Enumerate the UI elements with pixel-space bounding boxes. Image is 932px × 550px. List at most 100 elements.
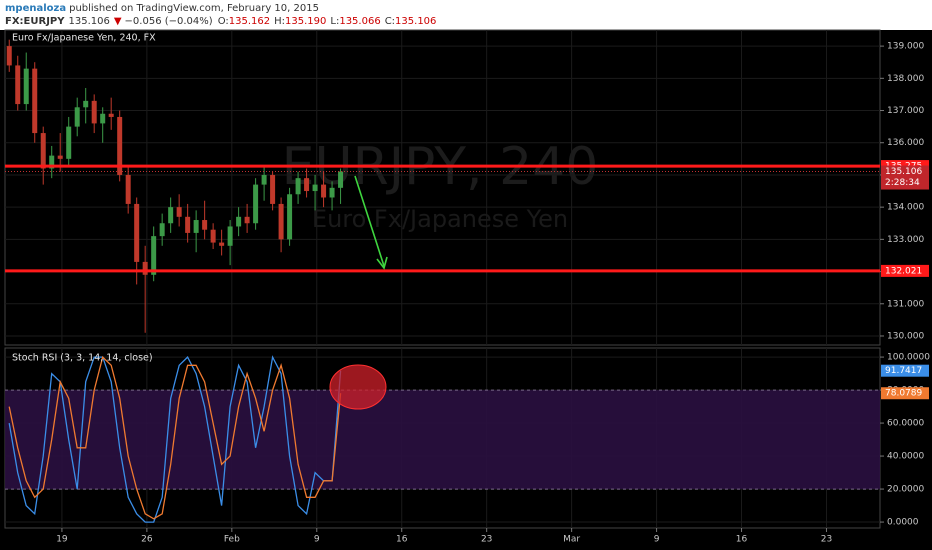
x-tick-label: 23 xyxy=(481,535,492,545)
x-tick-label: 26 xyxy=(141,535,153,545)
change-arrow: ▼ xyxy=(114,16,122,27)
candle-body xyxy=(329,187,335,198)
open-label: O: xyxy=(218,16,229,27)
countdown: 2:28:34 xyxy=(885,178,920,188)
publish-line: mpenaloza published on TradingView.com, F… xyxy=(5,3,319,14)
high-label: H: xyxy=(274,16,285,27)
candle-body xyxy=(83,100,89,108)
change: −0.056 (−0.04%) xyxy=(125,16,213,27)
candle-body xyxy=(49,155,55,169)
x-tick-label: Mar xyxy=(563,535,580,545)
candle-body xyxy=(142,261,148,275)
arrow-head xyxy=(376,256,388,270)
last-price-bg xyxy=(881,165,929,190)
x-tick-label: 16 xyxy=(736,535,748,545)
y-tick-label: 40.0000 xyxy=(887,452,924,462)
y-tick-label: 60.0000 xyxy=(887,419,924,429)
highlight-circle xyxy=(329,364,387,410)
header-bg xyxy=(0,0,932,30)
candle-body xyxy=(236,216,242,227)
candle-body xyxy=(185,216,191,233)
level-label: 132.021 xyxy=(885,266,922,276)
last-price: 135.106 xyxy=(885,167,922,177)
x-tick-label: 9 xyxy=(314,535,320,545)
main-title: Euro Fx/Japanese Yen, 240, FX xyxy=(12,33,156,44)
high: 135.190 xyxy=(285,16,326,27)
candle-body xyxy=(74,107,80,127)
stoch-last-bg xyxy=(881,364,929,377)
trend-arrow xyxy=(354,175,385,267)
published: published on TradingView.com, February 1… xyxy=(69,3,319,14)
candle-body xyxy=(338,171,344,188)
price: 135.106 xyxy=(68,16,109,27)
candle-body xyxy=(32,68,38,134)
candle-body xyxy=(168,207,174,224)
candle-body xyxy=(270,174,276,204)
stoch-last-bg xyxy=(881,387,929,400)
y-tick-label: 0.0000 xyxy=(887,518,919,528)
candle-body xyxy=(244,216,250,224)
x-tick-label: 9 xyxy=(654,535,660,545)
band xyxy=(5,390,880,490)
stoch-line xyxy=(8,355,342,520)
y-tick-label: 137.000 xyxy=(887,106,924,116)
stoch-line xyxy=(8,355,342,523)
candle-body xyxy=(202,220,208,230)
candle-body xyxy=(253,184,259,224)
candle-body xyxy=(66,126,72,159)
level-label-bg xyxy=(881,264,929,277)
candle-body xyxy=(91,100,97,124)
y-tick-label: 136.000 xyxy=(887,138,924,148)
candle-body xyxy=(117,116,123,175)
candle-body xyxy=(134,203,140,262)
candle-body xyxy=(278,203,284,240)
x-tick-label: 23 xyxy=(821,535,832,545)
candle-body xyxy=(23,68,29,105)
watermark-name: Euro Fx/Japanese Yen xyxy=(312,205,568,233)
candle-body xyxy=(219,242,225,246)
open: 135.162 xyxy=(229,16,270,27)
y-tick-label: 133.000 xyxy=(887,235,924,245)
candle-body xyxy=(15,65,21,105)
x-tick-label: 16 xyxy=(396,535,408,545)
y-tick-label: 20.0000 xyxy=(887,485,924,495)
candle-body xyxy=(6,46,12,66)
candle-body xyxy=(159,223,165,237)
candle-body xyxy=(193,220,199,233)
author[interactable]: mpenaloza xyxy=(5,3,66,14)
candle-body xyxy=(312,184,318,192)
candle-body xyxy=(108,113,114,117)
y-tick-label: 100.0000 xyxy=(887,353,930,363)
candle-body xyxy=(100,113,106,124)
y-tick-label: 131.000 xyxy=(887,299,924,309)
candle-body xyxy=(125,174,131,204)
candle-body xyxy=(210,229,216,243)
candle-body xyxy=(176,207,182,217)
low-label: L: xyxy=(330,16,339,27)
candle-body xyxy=(295,178,301,195)
candle-body xyxy=(261,174,267,185)
stoch-title: Stoch RSI (3, 3, 14, 14, close) xyxy=(12,353,153,364)
quote-line: FX:EURJPY 135.106 ▼ −0.056 (−0.04%) O:135.16… xyxy=(5,16,436,27)
symbol: FX:EURJPY xyxy=(5,16,65,27)
plot-layer: 130.000131.000132.000133.000134.000135.0… xyxy=(5,30,930,545)
candle-body xyxy=(287,194,293,240)
close: 135.106 xyxy=(395,16,436,27)
y-tick-label: 138.000 xyxy=(887,74,924,84)
y-tick-label: 134.000 xyxy=(887,203,924,213)
x-tick-label: Feb xyxy=(224,535,240,545)
candle-body xyxy=(151,236,157,275)
main-panel xyxy=(4,29,881,346)
candle-body xyxy=(321,184,327,198)
candle-body xyxy=(304,178,310,192)
close-label: C: xyxy=(385,16,395,27)
candle-body xyxy=(40,133,46,169)
stoch-last: 78.0789 xyxy=(885,389,922,399)
y-tick-label: 139.000 xyxy=(887,42,924,52)
low: 135.066 xyxy=(339,16,380,27)
stoch-last: 91.7417 xyxy=(885,366,922,376)
candle-body xyxy=(57,155,63,159)
x-tick-label: 19 xyxy=(56,535,68,545)
candle-body xyxy=(227,226,233,246)
